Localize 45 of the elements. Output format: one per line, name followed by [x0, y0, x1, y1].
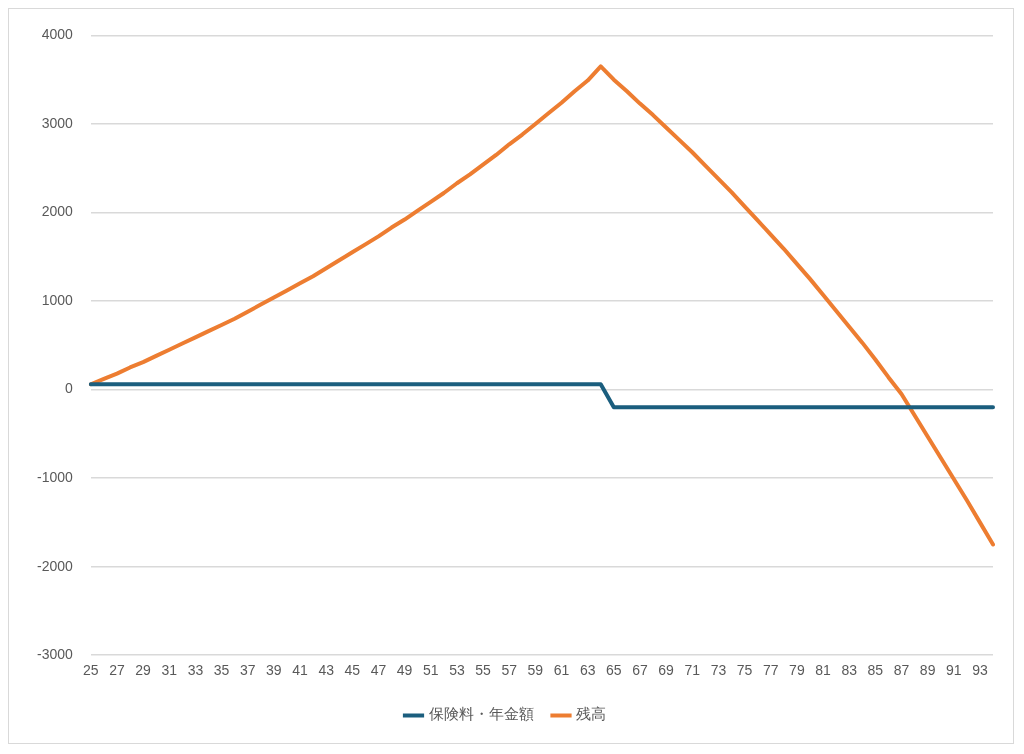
- y-tick-label: -3000: [36, 646, 74, 663]
- x-tick-label: 51: [422, 662, 439, 679]
- x-tick-label: 89: [919, 662, 936, 679]
- x-tick-label: 79: [789, 662, 805, 679]
- x-tick-label: 37: [239, 662, 256, 679]
- x-tick-label: 73: [710, 662, 727, 679]
- x-tick-label: 33: [187, 662, 204, 679]
- x-tick-label: 29: [135, 662, 152, 679]
- legend-label: 残高: [576, 705, 606, 724]
- x-tick-label: 35: [213, 662, 230, 679]
- x-tick-label: 65: [606, 662, 622, 679]
- legend-label: 保険料・年金額: [428, 705, 534, 724]
- x-tick-label: 67: [632, 662, 648, 679]
- x-tick-label: 39: [266, 662, 282, 679]
- x-tick-label: 93: [972, 662, 988, 679]
- x-tick-label: 83: [841, 662, 858, 679]
- y-tick-label: -1000: [36, 468, 74, 485]
- y-tick-label: 0: [65, 380, 74, 397]
- x-tick-label: 75: [736, 662, 753, 679]
- x-tick-label: 61: [553, 662, 570, 679]
- x-tick-label: 49: [396, 662, 413, 679]
- x-tick-label: 59: [527, 662, 544, 679]
- x-tick-label: 69: [658, 662, 675, 679]
- x-tick-label: 43: [318, 662, 335, 679]
- y-tick-label: 3000: [41, 114, 74, 131]
- x-tick-label: 85: [867, 662, 884, 679]
- x-tick-label: 87: [893, 662, 910, 679]
- y-tick-label: 4000: [41, 26, 74, 43]
- x-tick-label: 47: [370, 662, 387, 679]
- x-tick-label: 27: [109, 662, 125, 679]
- x-tick-label: 71: [684, 662, 701, 679]
- x-tick-label: 77: [762, 662, 779, 679]
- y-tick-label: 1000: [41, 291, 74, 308]
- x-tick-label: 25: [83, 662, 99, 679]
- x-tick-label: 57: [501, 662, 518, 679]
- x-tick-label: 91: [945, 662, 962, 679]
- x-tick-label: 55: [475, 662, 492, 679]
- x-tick-label: 31: [161, 662, 178, 679]
- y-tick-label: 2000: [41, 203, 74, 220]
- x-tick-label: 81: [815, 662, 832, 679]
- x-tick-label: 63: [579, 662, 596, 679]
- y-tick-label: -2000: [36, 557, 74, 574]
- x-tick-label: 45: [344, 662, 361, 679]
- x-tick-label: 53: [449, 662, 465, 679]
- x-tick-label: 41: [292, 662, 309, 679]
